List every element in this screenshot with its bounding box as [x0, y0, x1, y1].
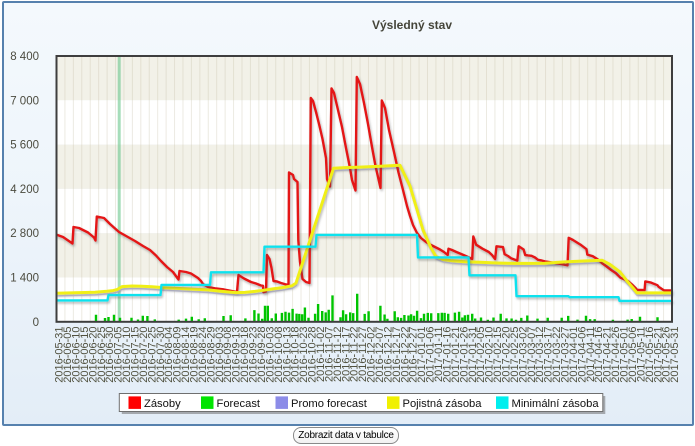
svg-text:2016-07-20: 2016-07-20	[138, 327, 150, 383]
svg-text:2017-01-26: 2017-01-26	[458, 327, 470, 383]
svg-text:2017-04-11: 2017-04-11	[585, 327, 597, 382]
svg-text:2016-12-27: 2016-12-27	[408, 327, 420, 383]
svg-text:2016-09-18: 2016-09-18	[239, 327, 251, 383]
svg-text:2017-04-26: 2017-04-26	[610, 327, 622, 383]
svg-text:2017-01-01: 2017-01-01	[416, 327, 428, 383]
svg-text:2016-09-08: 2016-09-08	[222, 327, 234, 383]
svg-text:2017-05-11: 2017-05-11	[635, 327, 647, 382]
svg-text:2016-10-13: 2016-10-13	[281, 327, 293, 383]
svg-text:2016-12-17: 2016-12-17	[391, 327, 403, 383]
svg-text:2016-11-17: 2016-11-17	[340, 327, 352, 382]
svg-text:2017-03-27: 2017-03-27	[560, 327, 572, 383]
svg-text:2017-03-12: 2017-03-12	[534, 327, 546, 383]
svg-text:2016-07-05: 2016-07-05	[113, 327, 125, 383]
svg-text:2017-04-21: 2017-04-21	[602, 327, 614, 383]
svg-text:2016-07-10: 2016-07-10	[121, 327, 133, 383]
svg-text:2017-04-16: 2017-04-16	[593, 327, 605, 383]
svg-text:2017-04-01: 2017-04-01	[568, 327, 580, 383]
svg-text:2016-06-05: 2016-06-05	[62, 327, 74, 383]
svg-text:2017-05-01: 2017-05-01	[619, 327, 631, 383]
svg-text:Pojistná zásoba: Pojistná zásoba	[403, 398, 483, 410]
svg-text:Forecast: Forecast	[217, 398, 261, 410]
svg-text:2016-07-30: 2016-07-30	[155, 327, 167, 383]
svg-text:5 600: 5 600	[10, 140, 39, 152]
svg-text:2016-08-29: 2016-08-29	[205, 327, 217, 383]
svg-text:2017-05-31: 2017-05-31	[669, 327, 681, 383]
svg-text:2016-10-23: 2016-10-23	[298, 327, 310, 383]
svg-text:2017-01-06: 2017-01-06	[425, 327, 437, 383]
svg-text:2016-10-08: 2016-10-08	[273, 327, 285, 383]
svg-text:4 200: 4 200	[10, 184, 39, 196]
svg-text:Výsledný stav: Výsledný stav	[372, 18, 452, 32]
svg-text:2017-01-16: 2017-01-16	[442, 327, 454, 383]
svg-text:7 000: 7 000	[10, 95, 39, 107]
svg-text:Minimální zásoba: Minimální zásoba	[512, 398, 600, 410]
svg-text:2017-02-25: 2017-02-25	[509, 327, 521, 383]
svg-text:2016-09-13: 2016-09-13	[231, 327, 243, 383]
svg-text:2016-11-27: 2016-11-27	[357, 327, 369, 382]
svg-text:2016-12-22: 2016-12-22	[399, 327, 411, 383]
svg-text:2016-11-07: 2016-11-07	[323, 327, 335, 382]
svg-text:2016-08-04: 2016-08-04	[163, 327, 175, 383]
svg-text:0: 0	[33, 317, 39, 329]
svg-text:2016-10-18: 2016-10-18	[290, 327, 302, 383]
svg-text:2016-06-15: 2016-06-15	[79, 327, 91, 383]
svg-text:2016-11-02: 2016-11-02	[315, 327, 327, 382]
svg-text:2016-09-03: 2016-09-03	[214, 327, 226, 383]
svg-text:2016-10-03: 2016-10-03	[264, 327, 276, 383]
svg-text:2016-09-23: 2016-09-23	[248, 327, 260, 383]
svg-text:2017-03-22: 2017-03-22	[551, 327, 563, 383]
svg-text:2017-02-15: 2017-02-15	[492, 326, 504, 382]
svg-text:2016-08-24: 2016-08-24	[197, 327, 209, 383]
svg-text:2016-08-14: 2016-08-14	[180, 327, 192, 383]
svg-text:Promo forecast: Promo forecast	[291, 398, 368, 410]
svg-text:2016-06-10: 2016-06-10	[71, 327, 83, 383]
svg-text:2016-11-22: 2016-11-22	[349, 327, 361, 382]
svg-text:2017-02-10: 2017-02-10	[484, 326, 496, 382]
svg-text:2016-09-28: 2016-09-28	[256, 327, 268, 383]
svg-text:2017-03-17: 2017-03-17	[543, 327, 555, 383]
svg-text:2016-10-28: 2016-10-28	[307, 327, 319, 383]
svg-text:2016-08-19: 2016-08-19	[189, 327, 201, 383]
svg-text:2016-08-09: 2016-08-09	[172, 327, 184, 383]
svg-text:2017-02-05: 2017-02-05	[475, 327, 487, 383]
svg-text:2016-11-12: 2016-11-12	[332, 327, 344, 382]
svg-text:2017-04-06: 2017-04-06	[576, 327, 588, 383]
svg-text:2017-05-06: 2017-05-06	[627, 327, 639, 383]
svg-text:2017-05-26: 2017-05-26	[661, 327, 673, 383]
svg-text:2017-01-11: 2017-01-11	[433, 327, 445, 382]
svg-text:2016-06-25: 2016-06-25	[96, 327, 108, 383]
svg-text:Zásoby: Zásoby	[144, 398, 181, 410]
svg-text:2016-12-02: 2016-12-02	[366, 327, 378, 383]
svg-text:8 400: 8 400	[10, 51, 39, 63]
svg-text:2017-01-31: 2017-01-31	[467, 327, 479, 383]
svg-text:2016-06-30: 2016-06-30	[104, 327, 116, 383]
svg-text:2016-06-20: 2016-06-20	[87, 327, 99, 383]
svg-text:2017-03-02: 2017-03-02	[517, 327, 529, 383]
svg-text:2017-05-16: 2017-05-16	[644, 327, 656, 383]
svg-text:2017-05-21: 2017-05-21	[652, 327, 664, 383]
svg-text:2016-12-07: 2016-12-07	[374, 327, 386, 383]
svg-text:2017-02-20: 2017-02-20	[501, 327, 513, 383]
svg-text:2016-07-25: 2016-07-25	[146, 327, 158, 383]
svg-text:2 800: 2 800	[10, 228, 39, 240]
svg-text:2016-12-12: 2016-12-12	[382, 327, 394, 383]
svg-text:2017-01-21: 2017-01-21	[450, 327, 462, 383]
svg-text:2017-03-07: 2017-03-07	[526, 327, 538, 383]
svg-text:1 400: 1 400	[10, 273, 39, 285]
svg-text:2016-07-15: 2016-07-15	[130, 327, 142, 383]
svg-text:2016-05-31: 2016-05-31	[54, 327, 66, 383]
